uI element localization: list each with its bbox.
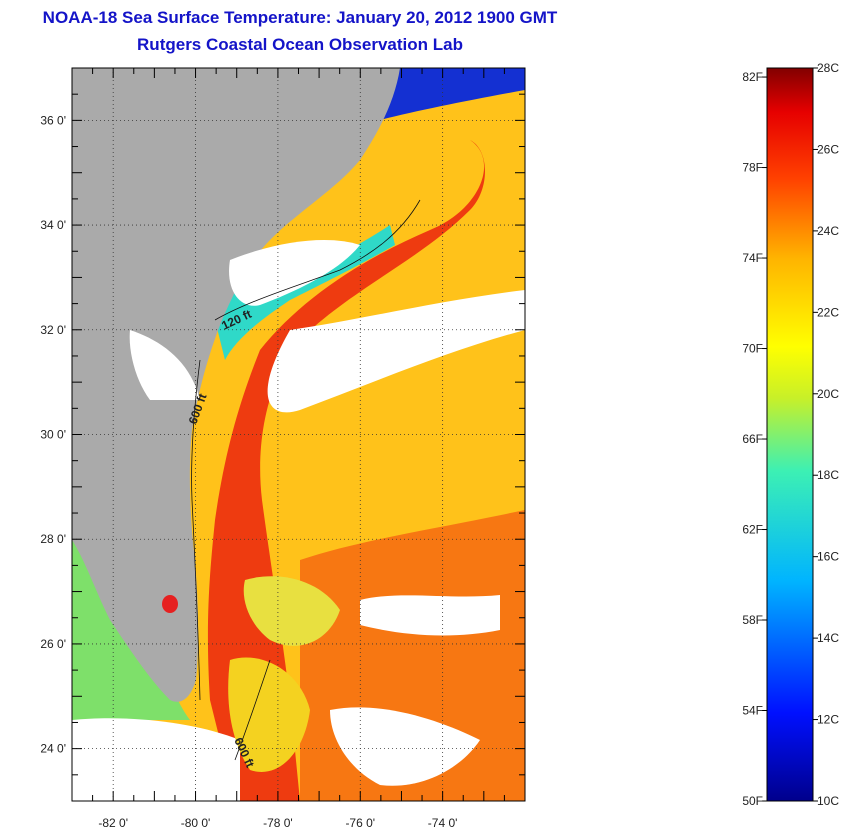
colorbar-f-label: 54F: [742, 704, 763, 718]
lon-tick-label: -82 0': [98, 816, 128, 830]
lat-tick-label: 32 0': [40, 323, 66, 337]
latitude-axis: 36 0' 34 0' 32 0' 30 0' 28 0' 26 0' 24 0': [40, 67, 525, 802]
shelf-cool-water: [210, 225, 395, 360]
colorbar-c-label: 10C: [817, 794, 839, 808]
colorbar-f-label: 82F: [742, 70, 763, 84]
colorbar-f-label: 58F: [742, 613, 763, 627]
colorbar-f-label: 70F: [742, 342, 763, 356]
isobath-contours: [191, 199, 421, 761]
bahamas-bank: [243, 576, 340, 646]
colorbar: [766, 67, 814, 802]
colorbar-c-label: 22C: [817, 305, 839, 319]
colorbar-f-label: 78F: [742, 161, 763, 175]
lat-tick-label: 28 0': [40, 532, 66, 546]
lat-tick-label: 30 0': [40, 428, 66, 442]
lon-tick-label: -76 0': [345, 816, 375, 830]
chart-subtitle: Rutgers Coastal Ocean Observation Lab: [137, 35, 463, 54]
cold-northern-water: [380, 68, 525, 120]
great-bahama-bank: [228, 657, 310, 772]
lon-tick-label: -80 0': [181, 816, 211, 830]
lon-tick-label: -78 0': [263, 816, 293, 830]
colorbar-fahrenheit-labels: 82F 78F 74F 70F 66F 62F 58F 54F 50F: [742, 70, 767, 808]
colorbar-celsius-labels: 28C 26C 24C 22C 20C 18C 16C 14C 12C 10C: [813, 61, 839, 808]
lon-tick-label: -74 0': [428, 816, 458, 830]
colorbar-c-label: 14C: [817, 631, 839, 645]
colorbar-c-label: 20C: [817, 387, 839, 401]
colorbar-c-label: 12C: [817, 713, 839, 727]
colorbar-f-label: 50F: [742, 794, 763, 808]
lat-tick-label: 26 0': [40, 637, 66, 651]
lake-okeechobee: [162, 595, 178, 613]
lat-tick-label: 34 0': [40, 218, 66, 232]
colorbar-c-label: 24C: [817, 224, 839, 238]
colorbar-c-label: 18C: [817, 468, 839, 482]
colorbar-c-label: 28C: [817, 61, 839, 75]
chart-title: NOAA-18 Sea Surface Temperature: January…: [42, 8, 558, 27]
colorbar-f-label: 74F: [742, 251, 763, 265]
longitude-axis: -82 0' -80 0' -78 0' -76 0' -74 0': [71, 68, 526, 830]
colorbar-f-label: 66F: [742, 432, 763, 446]
land-mainland: [72, 68, 400, 702]
cloud-cover: [72, 240, 525, 801]
colorbar-c-label: 26C: [817, 142, 839, 156]
lat-tick-label: 36 0': [40, 113, 66, 127]
colorbar-f-label: 62F: [742, 523, 763, 537]
lat-tick-label: 24 0': [40, 742, 66, 756]
colorbar-c-label: 16C: [817, 550, 839, 564]
